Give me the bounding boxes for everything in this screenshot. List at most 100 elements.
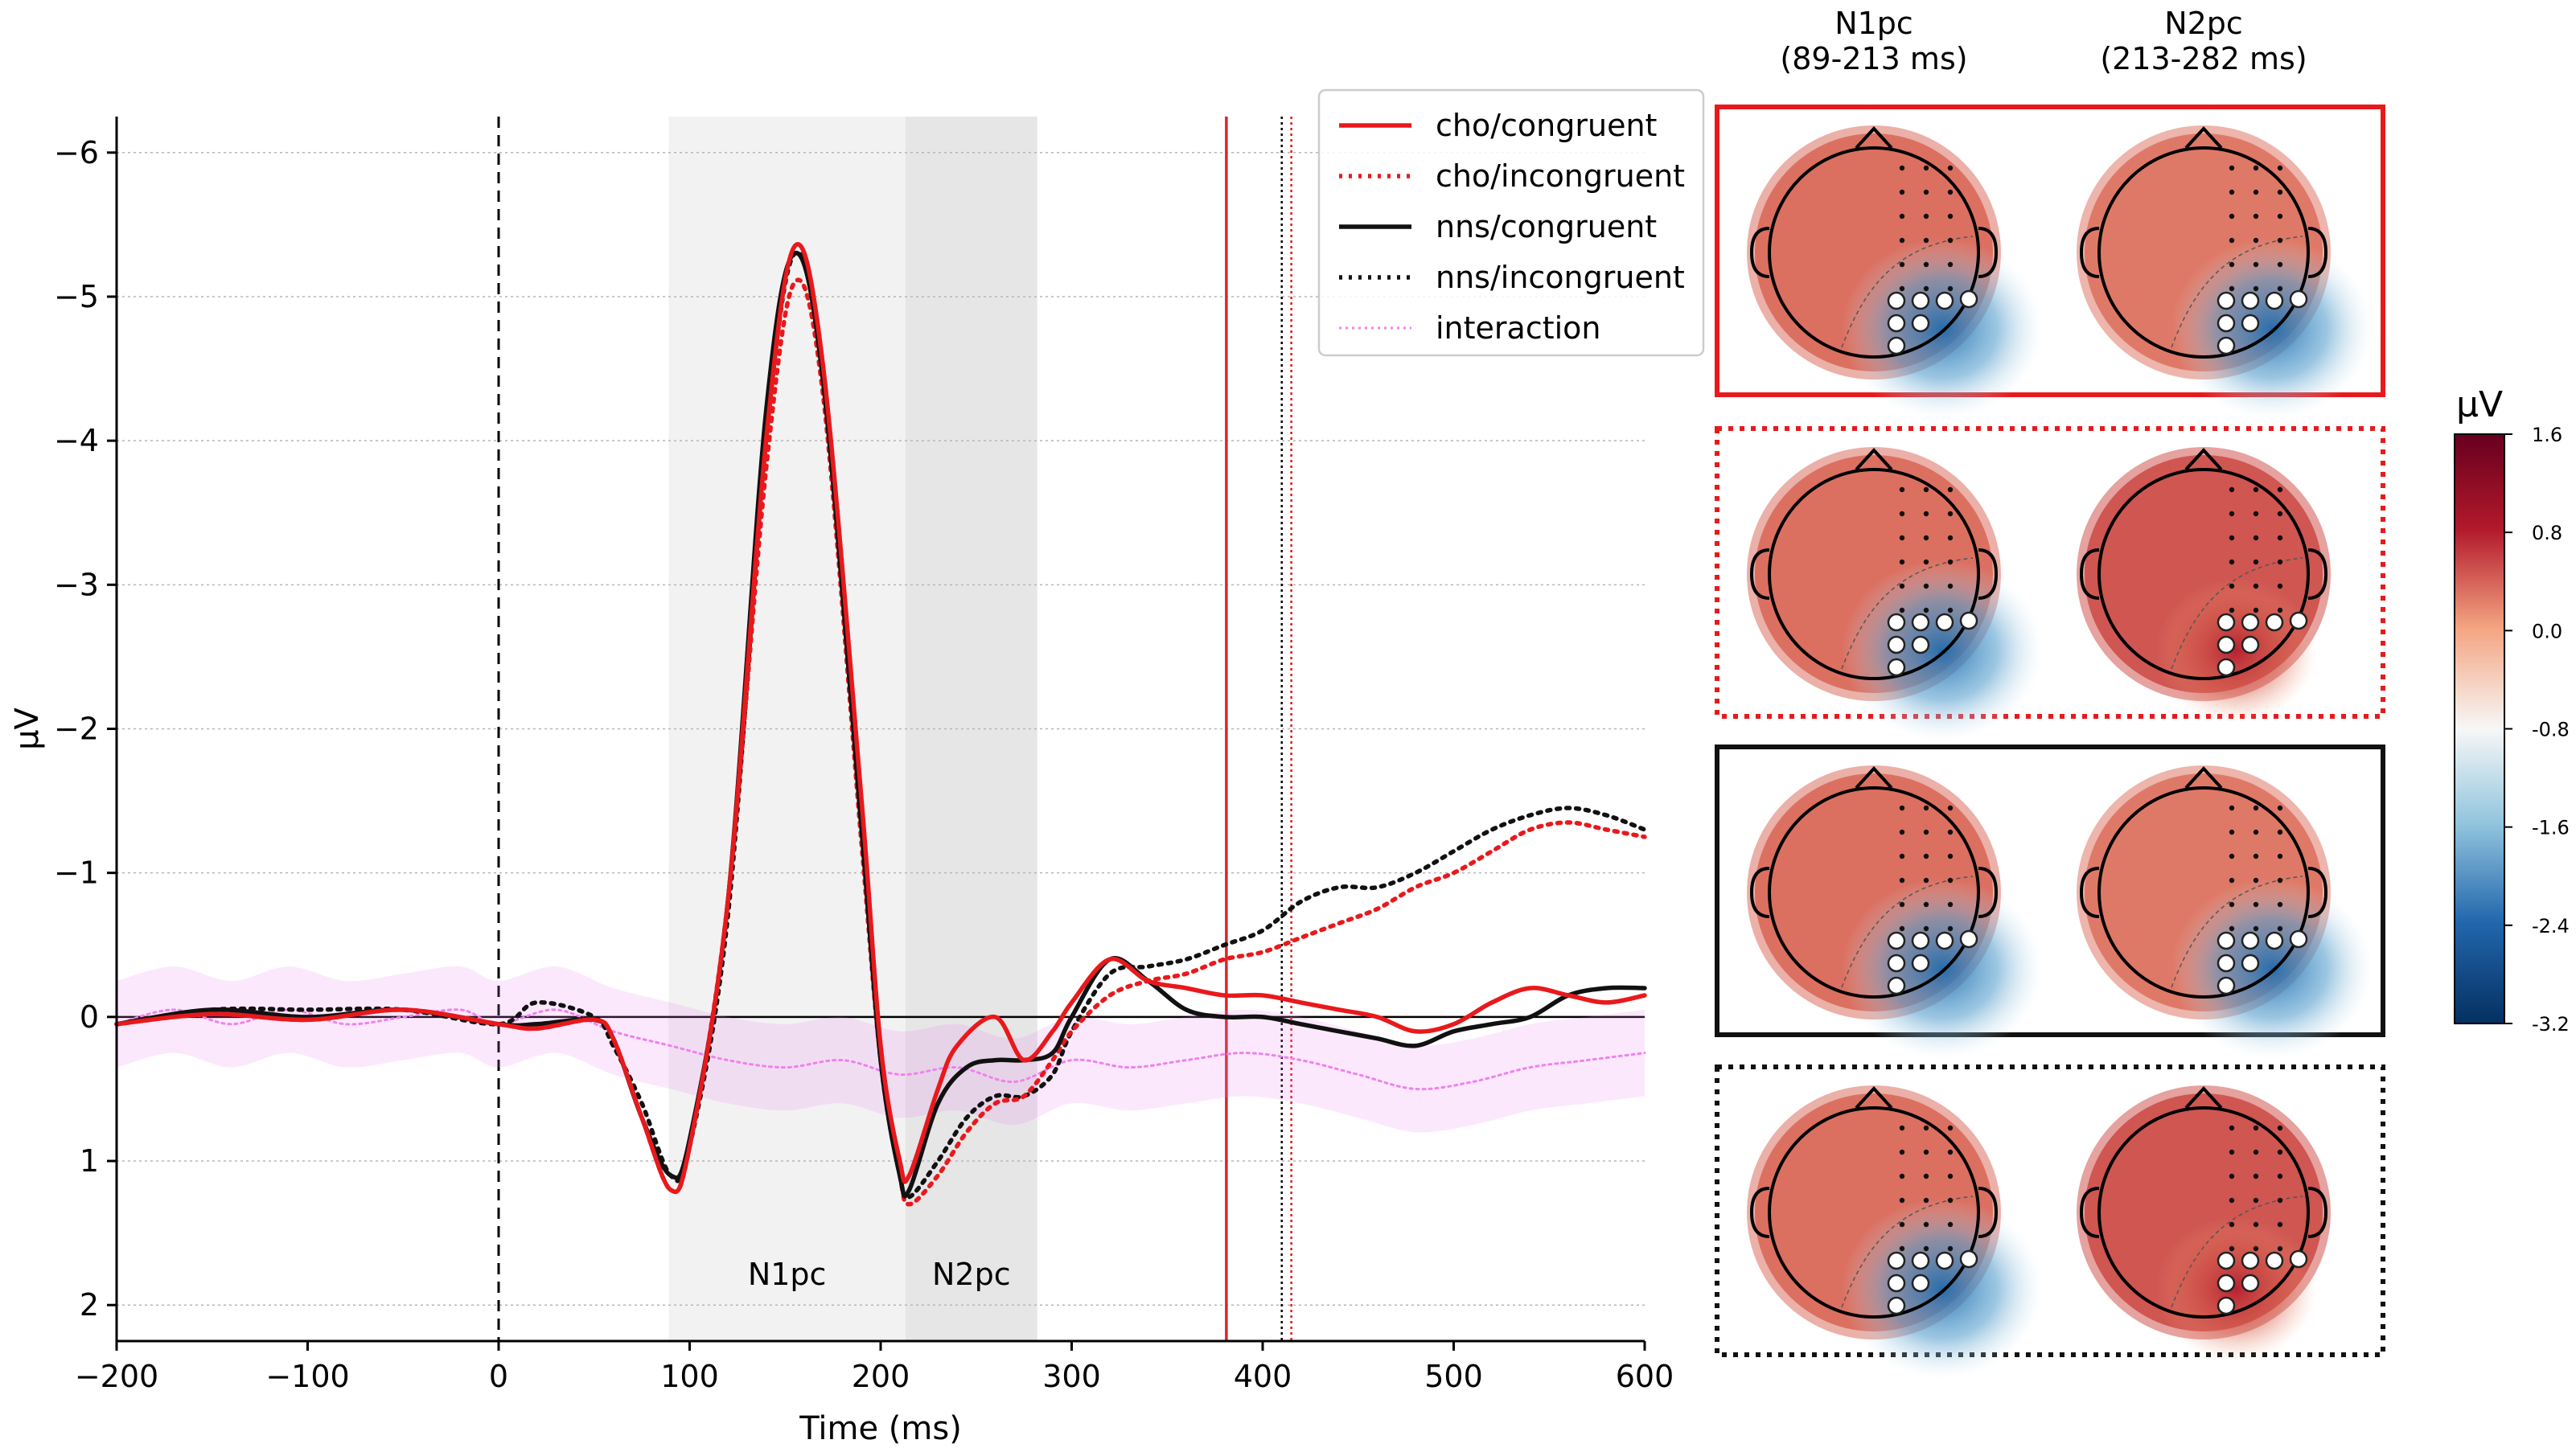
electrode-dot: [2253, 261, 2259, 268]
nose-outline: [1855, 126, 1893, 150]
highlighted-electrode: [2217, 1251, 2236, 1270]
left-ear-outline: [1749, 548, 1770, 600]
highlighted-electrode: [1959, 611, 1978, 630]
electrode-dot: [1899, 285, 1905, 292]
x-tick-label: 200: [852, 1359, 910, 1394]
legend-label: nns/congruent: [1436, 209, 1657, 244]
condition-frame: [1715, 745, 2385, 1037]
electrode-dot: [2277, 189, 2283, 195]
highlighted-electrode: [1959, 929, 1978, 949]
electrode-dot: [1947, 486, 1954, 493]
x-tick-label: 0: [489, 1359, 508, 1394]
electrode-dot: [1899, 901, 1905, 908]
electrode-dot: [1899, 925, 1905, 932]
electrode-dot: [2229, 853, 2235, 859]
x-tick-label: −100: [265, 1359, 349, 1394]
electrode-dot: [2277, 165, 2283, 171]
highlighted-electrode: [1887, 314, 1906, 333]
head-outline: [2097, 786, 2310, 999]
electrode-dot: [2229, 877, 2235, 884]
highlighted-electrode: [1887, 931, 1906, 950]
left-ear-outline: [1749, 227, 1770, 278]
window-label-n1pc: N1pc: [748, 1257, 827, 1292]
electrode-dot: [2229, 237, 2235, 244]
electrode-dot: [1923, 829, 1929, 835]
y-tick-label: 0: [80, 999, 99, 1035]
electrode-dot: [1923, 165, 1929, 171]
positive-activity-cluster: [2155, 578, 2316, 723]
highlighted-electrode: [1911, 635, 1930, 654]
electrode-dot: [1899, 607, 1905, 613]
y-tick-label: −2: [54, 712, 99, 747]
y-tick-label: −4: [54, 423, 99, 458]
electrode-dot: [2277, 1125, 2283, 1131]
highlighted-electrode: [1959, 1249, 1978, 1269]
nose-outline: [1855, 448, 1893, 471]
negative-activity-cluster: [1842, 878, 2043, 1060]
highlighted-electrode: [1959, 289, 1978, 309]
y-tick-label: 1: [80, 1143, 99, 1179]
electrode-dot: [1947, 1173, 1954, 1179]
left-ear-outline: [2079, 548, 2100, 600]
electrode-dot: [2229, 165, 2235, 171]
electrode-dot: [1947, 237, 1954, 244]
highlighted-electrode: [2217, 931, 2236, 950]
highlighted-electrode: [2241, 1274, 2260, 1293]
head-outline: [2097, 468, 2310, 680]
electrode-dot: [1947, 189, 1954, 195]
electrode-dot: [2277, 511, 2283, 517]
colorbar-tick-label: -3.2: [2532, 1013, 2570, 1036]
electrode-dot: [2277, 829, 2283, 835]
highlighted-electrode: [1887, 954, 1906, 973]
electrode-dot: [2253, 165, 2259, 171]
electrode-dot: [2253, 1173, 2259, 1179]
window-label-n2pc: N2pc: [932, 1257, 1011, 1292]
electrode-dot: [2253, 1197, 2259, 1204]
electrode-dot: [2277, 853, 2283, 859]
topomap-row-nns-incongruent: [1715, 1064, 2385, 1380]
positive-activity-cluster: [2155, 1216, 2316, 1361]
x-tick-label: 100: [660, 1359, 719, 1394]
colorbar-label: µV: [2456, 384, 2503, 425]
electrode-dot: [1947, 901, 1954, 908]
electrode-dot: [1923, 559, 1929, 565]
highlighted-electrode: [2265, 613, 2284, 632]
highlighted-electrode: [2265, 931, 2284, 950]
highlighted-electrode: [2241, 931, 2260, 950]
electrode-dot: [1947, 877, 1954, 884]
highlighted-electrode: [2265, 291, 2284, 310]
topomap-panel: N1pc (89-213 ms) N2pc (213-282 ms) µV 1.6 0.8 0…: [1715, 6, 2570, 1380]
nose-outline: [1855, 1086, 1893, 1110]
electrode-dot: [2253, 1221, 2259, 1228]
contour-line: [2171, 876, 2303, 988]
electrode-dot: [1899, 877, 1905, 884]
highlighted-electrode: [2289, 611, 2308, 630]
electrode-dot: [2253, 189, 2259, 195]
highlighted-electrode: [1887, 1251, 1906, 1270]
legend: cho/congruent cho/incongruent nns/congruen…: [1317, 88, 1705, 357]
electrode-dot: [2277, 213, 2283, 219]
electrode-dot: [2277, 1149, 2283, 1155]
electrode-dot: [2229, 535, 2235, 541]
electrode-dot: [1923, 285, 1929, 292]
legend-box: [1317, 88, 1705, 357]
colorbar-tick-label: 1.6: [2532, 424, 2562, 446]
electrode-dot: [2277, 559, 2283, 565]
highlighted-electrode: [1887, 1274, 1906, 1293]
highlighted-electrode: [2217, 954, 2236, 973]
electrode-dot: [1899, 1149, 1905, 1155]
highlighted-electrode: [2241, 635, 2260, 654]
electrode-dot: [1923, 1125, 1929, 1131]
electrode-dot: [2253, 607, 2259, 613]
topomap-column-title: N2pc (213-282 ms): [2100, 6, 2307, 76]
left-ear-outline: [2079, 1187, 2100, 1238]
legend-label: nns/incongruent: [1436, 260, 1685, 295]
electrode-dot: [2253, 805, 2259, 811]
electrode-dot: [1923, 261, 1929, 268]
electrode-dot: [1947, 1245, 1954, 1252]
highlighted-electrode: [2217, 976, 2236, 995]
electrode-dot: [2253, 1125, 2259, 1131]
electrode-dot: [2253, 877, 2259, 884]
electrode-dot: [2253, 925, 2259, 932]
highlighted-electrode: [2217, 1274, 2236, 1293]
